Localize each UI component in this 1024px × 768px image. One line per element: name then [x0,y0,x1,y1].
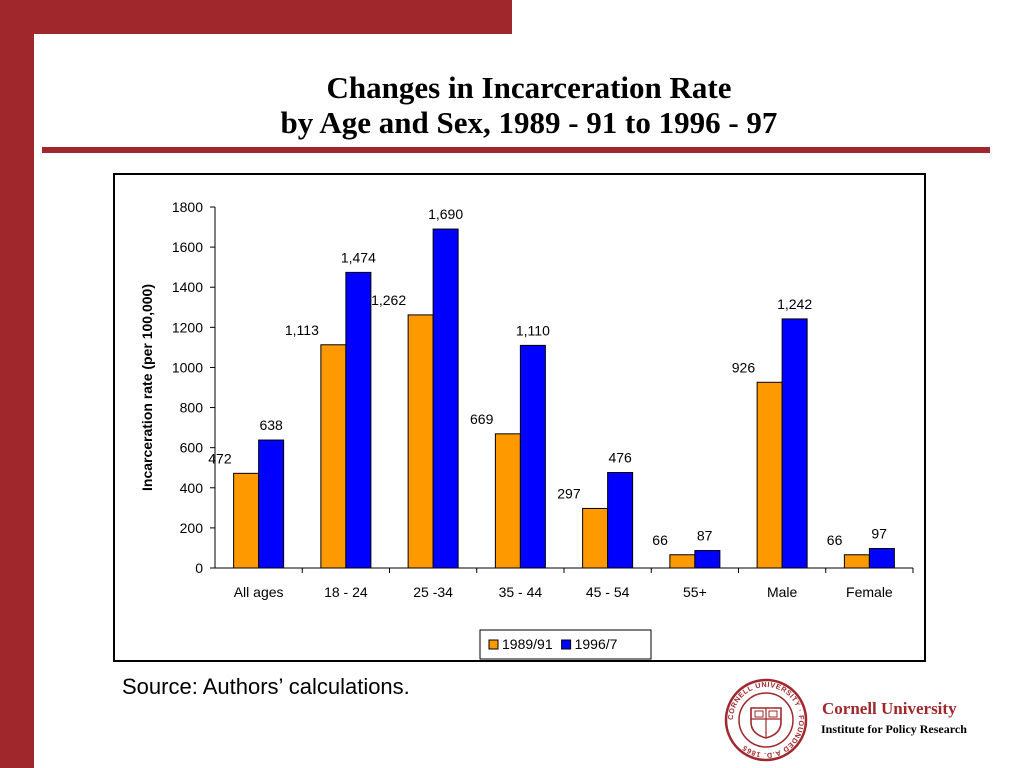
y-tick-label: 1400 [172,279,203,295]
bar-chart: 0 200 400 600 800 1000 1200 1400 1600 1800 Incarce… [139,199,914,660]
data-label: 1,474 [341,249,376,265]
top-accent-bar [0,0,512,34]
left-accent-bar [0,0,34,768]
y-tick-label: 1800 [172,199,203,215]
y-axis-title: Incarceration rate (per 100,000) [139,284,155,491]
bar-1989/91 [669,554,696,569]
data-label: 476 [608,450,632,466]
x-tick-label: 18 - 24 [324,584,368,600]
y-tick-label: 200 [180,520,204,536]
chart-frame: 0 200 400 600 800 1000 1200 1400 1600 1800 Incarce… [113,173,926,662]
institution-subtitle: Institute for Policy Research [821,722,967,736]
bar-1996/7 [258,439,285,569]
bar-1996/7 [694,550,721,569]
data-label: 669 [470,411,494,427]
institution-name: Cornell University [822,699,957,718]
x-tick-label: 55+ [683,584,707,600]
bar-1989/91 [756,381,783,569]
y-tick-label: 1600 [172,239,203,255]
x-tick-label: 25 -34 [413,584,453,600]
y-tick-label: 1200 [172,319,203,335]
bar-1989/91 [320,344,347,569]
data-label: 638 [259,417,283,433]
title-line-1: Changes in Incarceration Rate [326,70,732,105]
data-label: 472 [208,450,232,466]
source-note: Source: Authors’ calculations. [122,674,410,699]
cornell-seal-icon: CORNELL UNIVERSITY · FOUNDED A.D. 1865 [724,678,808,762]
bar-1996/7 [432,228,459,569]
legend-swatch [488,639,499,650]
y-tick-label: 0 [195,560,203,576]
bar-1996/7 [868,548,895,569]
legend-label: 1989/91 [502,636,553,652]
data-label: 66 [827,532,843,548]
x-tick-label: 45 - 54 [586,584,630,600]
bar-1989/91 [407,314,434,569]
data-label: 87 [697,528,713,544]
data-label: 1,110 [516,322,550,338]
x-tick-label: 35 - 44 [499,584,543,600]
bar-1989/91 [233,472,260,569]
data-label: 66 [652,532,668,548]
data-label: 926 [732,359,756,375]
y-tick-label: 600 [180,440,204,456]
data-label: 1,242 [777,296,812,312]
bar-1989/91 [494,433,521,569]
x-tick-label: All ages [234,584,284,600]
legend-label: 1996/7 [575,636,618,652]
bar-1996/7 [519,344,546,569]
data-label: 97 [871,526,887,542]
bar-1996/7 [781,318,808,569]
bar-1996/7 [345,271,372,569]
bar-1989/91 [582,507,609,569]
y-tick-label: 800 [180,400,204,416]
title-line-2: by Age and Sex, 1989 - 91 to 1996 - 97 [280,105,778,140]
legend-swatch [561,639,572,650]
data-label: 1,690 [428,206,463,222]
data-label: 1,113 [285,322,319,338]
y-tick-label: 400 [180,480,204,496]
y-tick-label: 1000 [172,359,203,375]
slide-title: Changes in Incarceration Rate by Age and… [34,70,1024,140]
title-divider [42,147,990,153]
bar-1996/7 [607,472,634,569]
x-tick-label: Male [767,584,798,600]
data-label: 297 [557,485,581,501]
data-label: 1,262 [371,292,406,308]
x-tick-label: Female [846,584,893,600]
bar-1989/91 [843,554,870,569]
